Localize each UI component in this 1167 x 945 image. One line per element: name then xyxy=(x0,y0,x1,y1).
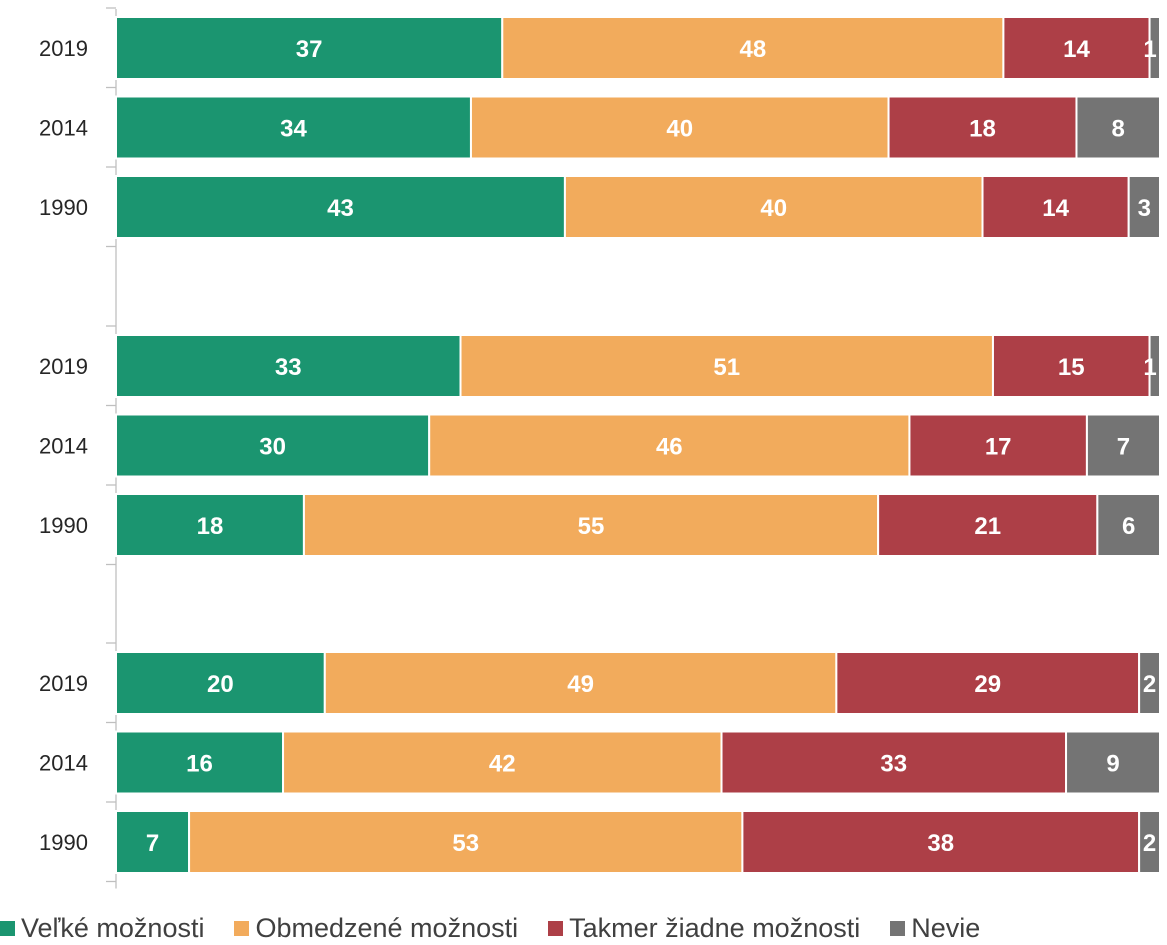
legend-swatch xyxy=(0,921,15,936)
bar-segment-takmer-ziadne-moznosti xyxy=(1002,16,1151,80)
data-label: 14 xyxy=(1063,36,1090,63)
bar-segment-obmedzene-moznosti xyxy=(428,413,911,478)
data-label: 3 xyxy=(1138,195,1151,222)
bar-segment-nevie xyxy=(1075,95,1161,160)
data-label: 48 xyxy=(739,36,766,63)
data-label: 18 xyxy=(197,513,224,540)
bar-segment-nevie xyxy=(1148,16,1162,80)
category-label: 2019 xyxy=(39,36,88,61)
data-label: 37 xyxy=(296,36,323,63)
bar-segment-obmedzene-moznosti xyxy=(501,16,1005,80)
data-label: 43 xyxy=(327,195,354,222)
bar-segment-takmer-ziadne-moznosti xyxy=(835,651,1141,715)
data-label: 29 xyxy=(974,671,1001,698)
bar-segment-takmer-ziadne-moznosti xyxy=(741,810,1141,874)
data-label: 17 xyxy=(985,434,1012,461)
data-label: 9 xyxy=(1106,751,1119,778)
bar-segment-nevie xyxy=(1127,175,1162,239)
bar-segment-obmedzene-moznosti xyxy=(459,334,994,398)
data-label: 2 xyxy=(1143,671,1156,698)
category-label: 1990 xyxy=(39,513,88,538)
bar-segment-obmedzene-moznosti xyxy=(188,810,744,874)
data-label: 46 xyxy=(656,434,683,461)
data-label: 33 xyxy=(275,354,302,381)
bar-segment-takmer-ziadne-moznosti xyxy=(877,493,1099,557)
legend-item: Obmedzené možnosti xyxy=(234,913,518,944)
bar-segment-takmer-ziadne-moznosti xyxy=(981,175,1130,239)
legend-swatch xyxy=(234,921,250,936)
data-label: 1 xyxy=(1143,354,1156,381)
category-label: 1990 xyxy=(39,195,88,220)
legend-swatch xyxy=(548,921,564,936)
data-label: 40 xyxy=(760,195,787,222)
category-label: 2019 xyxy=(39,671,88,696)
data-label: 2 xyxy=(1143,830,1156,857)
category-label: 2014 xyxy=(39,751,88,776)
bar-segment-nevie xyxy=(1096,493,1161,557)
bar-segment-nevie xyxy=(1148,334,1162,398)
bar-segment-velke-moznosti xyxy=(115,16,504,80)
data-label: 30 xyxy=(259,434,286,461)
data-label: 8 xyxy=(1112,116,1125,143)
bar-segment-velke-moznosti xyxy=(115,413,431,478)
bar-segment-takmer-ziadne-moznosti xyxy=(887,95,1078,160)
bar-segment-nevie xyxy=(1138,810,1161,874)
bar-segment-takmer-ziadne-moznosti xyxy=(991,334,1151,398)
bar-segment-takmer-ziadne-moznosti xyxy=(720,730,1068,795)
category-label: 2014 xyxy=(39,116,88,141)
data-label: 18 xyxy=(969,116,996,143)
data-label: 20 xyxy=(207,671,234,698)
legend-label: Obmedzené možnosti xyxy=(255,913,519,943)
data-label: 49 xyxy=(567,671,594,698)
legend-label: Nevie xyxy=(911,913,981,943)
category-label: 2019 xyxy=(39,354,88,379)
data-label: 16 xyxy=(186,751,213,778)
category-label: 2014 xyxy=(39,434,88,459)
bar-segment-velke-moznosti xyxy=(115,175,566,239)
data-label: 33 xyxy=(880,751,907,778)
data-label: 42 xyxy=(489,751,516,778)
category-label: 1990 xyxy=(39,830,88,855)
bar-segment-nevie xyxy=(1138,651,1161,715)
data-label: 1 xyxy=(1143,36,1156,63)
bar-segment-velke-moznosti xyxy=(115,730,285,795)
bar-segment-nevie xyxy=(1065,730,1162,795)
bar-segment-nevie xyxy=(1085,413,1162,478)
bar-segment-obmedzene-moznosti xyxy=(469,95,890,160)
data-label: 6 xyxy=(1122,513,1135,540)
data-label: 55 xyxy=(578,513,605,540)
data-label: 14 xyxy=(1042,195,1069,222)
legend-item: Takmer žiadne možnosti xyxy=(548,913,860,944)
data-label: 51 xyxy=(713,354,740,381)
legend-item: Nevie xyxy=(890,913,980,944)
bar-segment-obmedzene-moznosti xyxy=(282,730,723,795)
data-label: 7 xyxy=(146,830,159,857)
data-label: 53 xyxy=(452,830,479,857)
legend: Veľké možnosti Obmedzené možnosti Takmer ž… xyxy=(0,912,1167,945)
data-label: 34 xyxy=(280,116,307,143)
legend-swatch xyxy=(890,921,906,936)
data-label: 21 xyxy=(974,513,1001,540)
bar-segment-velke-moznosti xyxy=(115,334,462,398)
data-label: 38 xyxy=(927,830,954,857)
data-label: 7 xyxy=(1117,434,1130,461)
legend-label: Takmer žiadne možnosti xyxy=(569,913,861,943)
legend-item: Veľké možnosti xyxy=(0,913,204,944)
legend-label: Veľké možnosti xyxy=(21,913,205,943)
bar-segment-velke-moznosti xyxy=(115,493,305,557)
data-label: 15 xyxy=(1058,354,1085,381)
bar-segment-velke-moznosti xyxy=(115,651,326,715)
data-label: 40 xyxy=(666,116,693,143)
bar-segment-takmer-ziadne-moznosti xyxy=(908,413,1088,478)
